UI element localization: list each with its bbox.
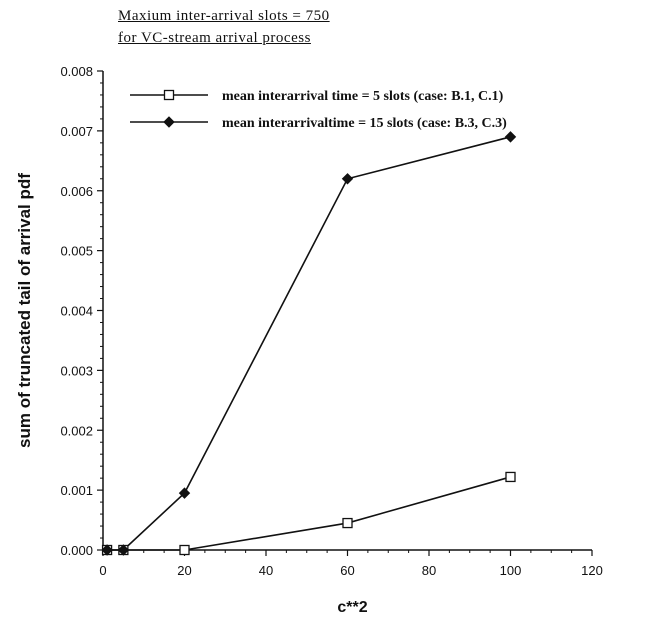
y-axis-label: sum of truncated tail of arrival pdf <box>15 173 34 448</box>
series-2-point <box>101 544 113 556</box>
y-tick-label: 0.000 <box>60 543 93 558</box>
series-line-2 <box>107 136 511 551</box>
y-tick-label: 0.003 <box>60 363 93 378</box>
series-2-point <box>178 487 191 499</box>
y-tick-label: 0.008 <box>60 64 93 79</box>
series-markers <box>101 131 517 556</box>
series-1-point <box>342 517 353 529</box>
series-1-point <box>179 544 190 556</box>
y-tick-label: 0.005 <box>60 244 93 259</box>
legend-label-1: mean interarrival time = 5 slots (case: … <box>222 89 504 104</box>
series-2-point <box>504 131 517 143</box>
y-tick-label: 0.007 <box>60 124 93 139</box>
x-tick-label: 60 <box>340 563 354 578</box>
y-tick-label: 0.002 <box>60 423 93 438</box>
y-tick-label: 0.001 <box>60 483 93 498</box>
legend-marker-2 <box>163 116 175 128</box>
series-line-1 <box>107 476 511 551</box>
series-2-point <box>341 173 354 185</box>
series-2-point <box>117 544 130 556</box>
legend-marker-1 <box>163 89 175 101</box>
x-tick-label: 40 <box>259 563 273 578</box>
axes <box>102 71 592 551</box>
series-lines <box>107 136 511 551</box>
x-tick-label: 80 <box>422 563 436 578</box>
y-tick-label: 0.006 <box>60 184 93 199</box>
series-1-point <box>505 471 516 483</box>
legend-label-2: mean interarrivaltime = 15 slots (case: … <box>222 116 507 131</box>
x-tick-label: 100 <box>500 563 522 578</box>
legend: mean interarrival time = 5 slots (case: … <box>130 89 507 131</box>
x-tick-label: 0 <box>99 563 106 578</box>
chart-title-line-1: Maxium inter-arrival slots = 750 <box>118 8 330 24</box>
x-tick-label: 120 <box>581 563 603 578</box>
chart-title-line-2: for VC-stream arrival process <box>118 30 311 46</box>
ticks: 0 20 40 60 80 100 120 0.000 0.001 0.002 0.003 0.004… <box>60 64 602 578</box>
x-axis-label: c**2 <box>337 599 367 616</box>
y-tick-label: 0.004 <box>60 304 93 319</box>
x-tick-label: 20 <box>177 563 191 578</box>
